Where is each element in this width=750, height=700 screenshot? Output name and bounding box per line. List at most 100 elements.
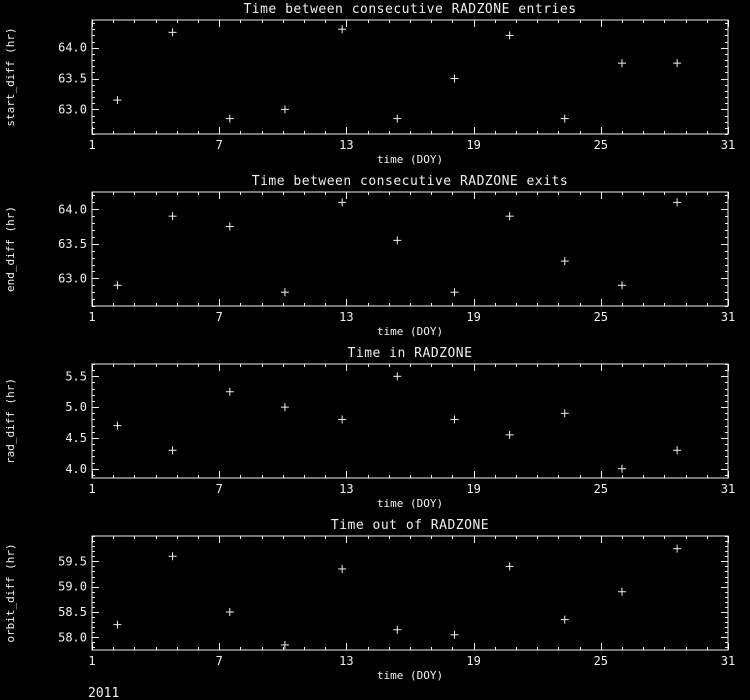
chart-radzone-entries: Time between consecutive RADZONE entries… bbox=[4, 2, 735, 166]
data-point-marker bbox=[393, 372, 402, 381]
data-point-marker bbox=[560, 409, 569, 418]
y-tick-label: 63.5 bbox=[58, 237, 87, 251]
plot-title: Time between consecutive RADZONE exits bbox=[252, 174, 568, 189]
data-points bbox=[113, 198, 682, 297]
data-point-marker bbox=[225, 222, 234, 231]
plot-text: Time out of RADZONE time (DOY) orbit_diff … bbox=[4, 518, 735, 682]
plot-text: Time in RADZONE time (DOY) rad_diff (hr) 1 7… bbox=[4, 346, 735, 510]
data-point-marker bbox=[168, 212, 177, 221]
data-point-marker bbox=[618, 59, 626, 68]
x-tick-label: 7 bbox=[216, 654, 223, 668]
plot-text: Time between consecutive RADZONE exits ti… bbox=[4, 174, 735, 338]
x-tick-label: 25 bbox=[594, 482, 608, 496]
x-tick-label: 7 bbox=[216, 482, 223, 496]
y-tick-label: 64.0 bbox=[58, 41, 87, 55]
data-point-marker bbox=[113, 281, 122, 290]
data-point-marker bbox=[225, 387, 234, 396]
x-tick-label: 7 bbox=[216, 310, 223, 324]
y-axis-label: end_diff (hr) bbox=[4, 206, 17, 292]
data-points bbox=[113, 372, 682, 473]
x-tick-label: 25 bbox=[594, 310, 608, 324]
y-axis-label: rad_diff (hr) bbox=[4, 378, 17, 464]
plot-axes bbox=[91, 191, 729, 307]
plot-title: Time in RADZONE bbox=[348, 346, 473, 361]
y-tick-label: 4.0 bbox=[65, 462, 87, 476]
x-tick-label: 19 bbox=[466, 482, 480, 496]
data-point-marker bbox=[560, 257, 569, 266]
y-tick-label: 4.5 bbox=[65, 431, 87, 445]
data-point-marker bbox=[505, 562, 514, 571]
data-point-marker bbox=[225, 114, 234, 123]
plot-frame bbox=[91, 535, 729, 651]
y-tick-label: 58.0 bbox=[58, 630, 87, 644]
x-axis-label: time (DOY) bbox=[377, 497, 443, 510]
data-points bbox=[113, 544, 682, 649]
x-tick-label: 25 bbox=[594, 654, 608, 668]
data-point-marker bbox=[168, 552, 177, 561]
plot-text: Time between consecutive RADZONE entries… bbox=[4, 2, 735, 166]
data-point-marker bbox=[505, 212, 514, 221]
y-axis-label: orbit_diff (hr) bbox=[4, 543, 17, 642]
data-point-marker bbox=[450, 415, 459, 424]
data-point-marker bbox=[225, 608, 234, 616]
y-tick-label: 5.0 bbox=[65, 400, 87, 414]
x-axis-label: time (DOY) bbox=[377, 325, 443, 338]
chart-time-in-radzone: Time in RADZONE time (DOY) rad_diff (hr) 1 7… bbox=[4, 346, 735, 510]
x-tick-label: 25 bbox=[594, 138, 608, 152]
data-point-marker bbox=[673, 544, 682, 553]
y-tick-label: 59.0 bbox=[58, 580, 87, 594]
y-tick-label: 63.0 bbox=[58, 271, 87, 285]
x-axis-label: time (DOY) bbox=[377, 153, 443, 166]
plot-title: Time between consecutive RADZONE entries bbox=[243, 2, 576, 17]
data-point-marker bbox=[113, 96, 122, 105]
y-tick-label: 63.0 bbox=[58, 102, 87, 116]
data-point-marker bbox=[618, 281, 626, 290]
plot-title: Time out of RADZONE bbox=[331, 518, 489, 533]
x-tick-label: 1 bbox=[88, 310, 95, 324]
data-point-marker bbox=[393, 625, 402, 634]
plot-frame bbox=[91, 363, 729, 479]
x-tick-label: 19 bbox=[466, 310, 480, 324]
x-tick-label: 13 bbox=[339, 310, 353, 324]
y-tick-label: 5.5 bbox=[65, 369, 87, 383]
year-label: 2011 bbox=[88, 686, 120, 700]
x-tick-label: 31 bbox=[721, 654, 735, 668]
x-axis-label: time (DOY) bbox=[377, 669, 443, 682]
data-point-marker bbox=[393, 236, 402, 245]
data-point-marker bbox=[168, 28, 177, 37]
plot-frame bbox=[91, 19, 729, 135]
x-tick-label: 31 bbox=[721, 482, 735, 496]
data-point-marker bbox=[280, 640, 289, 649]
plot-axes bbox=[91, 535, 729, 651]
x-tick-label: 19 bbox=[466, 654, 480, 668]
data-point-marker bbox=[673, 198, 682, 207]
y-tick-label: 59.5 bbox=[58, 554, 87, 568]
x-tick-label: 31 bbox=[721, 310, 735, 324]
data-point-marker bbox=[618, 464, 626, 473]
plot-frame bbox=[91, 191, 729, 307]
data-point-marker bbox=[618, 587, 626, 596]
data-point-marker bbox=[280, 403, 289, 412]
x-tick-label: 1 bbox=[88, 654, 95, 668]
data-point-marker bbox=[560, 615, 569, 624]
data-point-marker bbox=[280, 105, 289, 114]
x-tick-label: 7 bbox=[216, 138, 223, 152]
x-tick-label: 13 bbox=[339, 654, 353, 668]
data-point-marker bbox=[505, 31, 514, 40]
data-point-marker bbox=[338, 25, 347, 34]
chart-radzone-exits: Time between consecutive RADZONE exits ti… bbox=[4, 174, 735, 338]
data-point-marker bbox=[505, 430, 514, 439]
chart-time-out-of-radzone: Time out of RADZONE time (DOY) orbit_diff … bbox=[4, 518, 735, 682]
x-tick-label: 1 bbox=[88, 482, 95, 496]
x-tick-label: 13 bbox=[339, 138, 353, 152]
data-point-marker bbox=[673, 59, 682, 68]
y-tick-label: 58.5 bbox=[58, 605, 87, 619]
data-point-marker bbox=[113, 620, 122, 629]
plot-axes bbox=[91, 19, 729, 135]
data-point-marker bbox=[338, 415, 347, 424]
data-point-marker bbox=[338, 564, 347, 573]
x-tick-label: 1 bbox=[88, 138, 95, 152]
data-point-marker bbox=[280, 288, 289, 297]
data-point-marker bbox=[393, 114, 402, 123]
